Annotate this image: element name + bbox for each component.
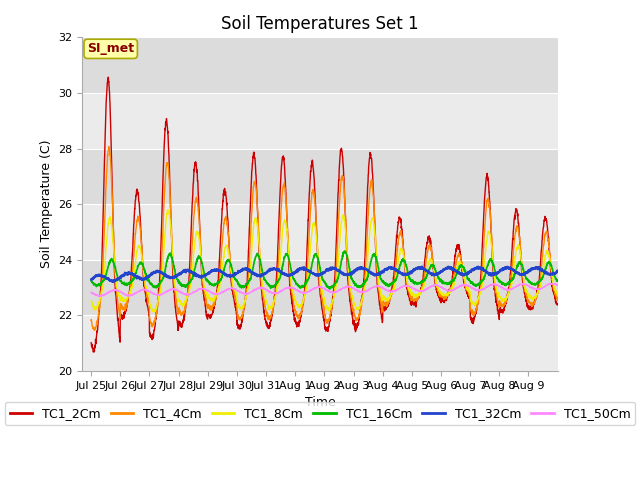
Bar: [83, 37, 557, 93]
Legend: TC1_2Cm, TC1_4Cm, TC1_8Cm, TC1_16Cm, TC1_32Cm, TC1_50Cm: TC1_2Cm, TC1_4Cm, TC1_8Cm, TC1_16Cm, TC1…: [4, 402, 636, 425]
Title: Soil Temperatures Set 1: Soil Temperatures Set 1: [221, 15, 419, 33]
Bar: [83, 93, 557, 149]
X-axis label: Time: Time: [305, 396, 335, 409]
Bar: [83, 149, 557, 204]
Bar: [83, 204, 557, 260]
Bar: [83, 260, 557, 315]
Y-axis label: Soil Temperature (C): Soil Temperature (C): [40, 140, 53, 268]
Bar: [83, 315, 557, 371]
Text: SI_met: SI_met: [87, 42, 134, 55]
